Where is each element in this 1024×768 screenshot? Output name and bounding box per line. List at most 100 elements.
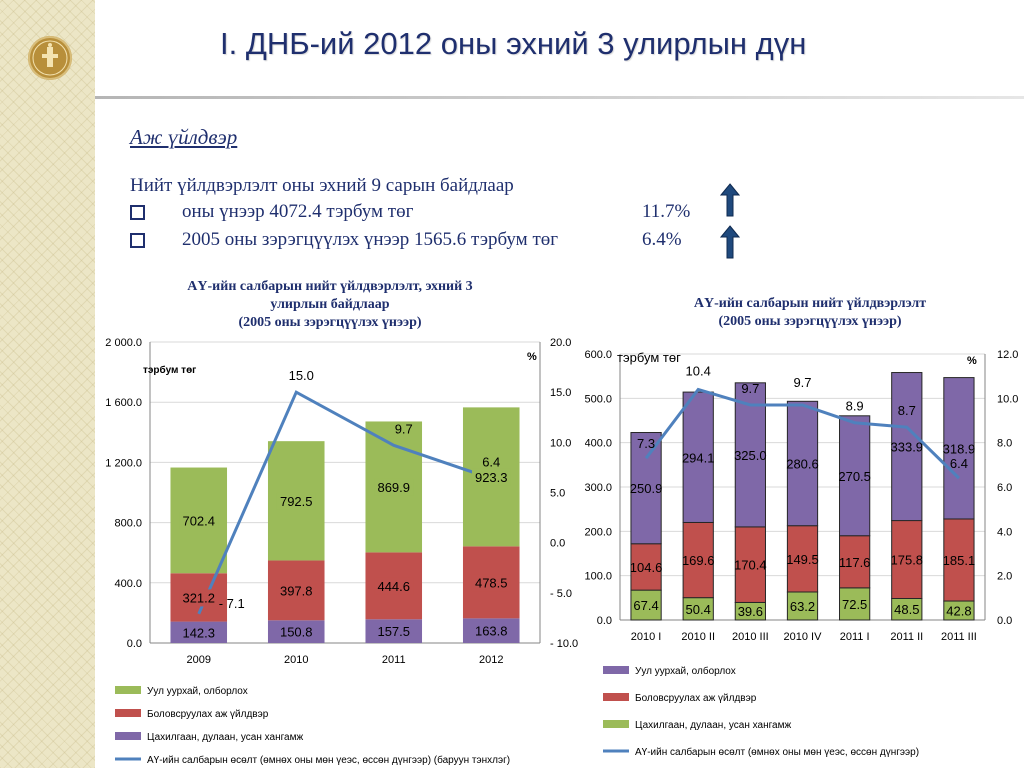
y-tick-label: 0.0	[127, 638, 142, 650]
legend-swatch	[115, 709, 141, 717]
y2-tick-label: 20.0	[550, 337, 571, 349]
bar-data-label: 104.6	[630, 560, 663, 575]
legend-label: АҮ-ийн салбарын өсөлт (өмнөх оны мөн үеэ…	[147, 754, 510, 766]
x-tick-label: 2010 III	[732, 631, 769, 643]
data-label-box	[374, 623, 414, 641]
bar-data-label: 702.4	[182, 513, 215, 528]
data-label-box	[276, 492, 316, 510]
legend-swatch	[603, 666, 629, 674]
y-tick-label: 0.0	[597, 615, 612, 627]
bar-data-label: 321.2	[182, 590, 215, 605]
x-tick-label: 2012	[479, 654, 503, 666]
bar-segment	[630, 543, 662, 591]
growth-line	[197, 390, 492, 615]
legend-swatch	[603, 693, 629, 701]
bar-data-label: 42.8	[946, 604, 971, 619]
y-tick-label: 200.0	[585, 526, 612, 538]
bar-data-label: 325.0	[734, 448, 767, 463]
chart2-quarterly-stacked-bar: 0.0 100.0 200.0 300.0 400.0 500.0 600.0 0.0 2.0 4…	[585, 349, 1018, 758]
bar-data-label: 869.9	[377, 480, 410, 495]
bar-data-label: 117.6	[839, 555, 871, 570]
bullet-text: оны үнээр 4072.4 тэрбум төг	[182, 201, 414, 222]
x-tick-label: 2010	[284, 654, 308, 666]
bar-data-label: 792.5	[280, 494, 313, 509]
data-label-box	[179, 624, 219, 642]
x-tick-label: 2011 III	[941, 631, 977, 643]
legend-swatch	[603, 720, 629, 728]
y-tick-label: 600.0	[585, 349, 612, 361]
data-label-box	[179, 512, 219, 530]
y-tick-label: 1 200.0	[105, 457, 142, 469]
x-tick-label: 2009	[187, 654, 211, 666]
bar-data-label: 48.5	[894, 602, 919, 617]
bar-data-label: 318.9	[943, 441, 976, 456]
summary-line: Нийт үйлдвэрлэлт оны эхний 9 сарын байдл…	[130, 175, 514, 196]
percent-unit-label: %	[967, 355, 977, 367]
line-data-label: 6.4	[950, 456, 968, 471]
chart2-title-line: АҮ-ийн салбарын нийт үйлдвэрлэлт	[693, 296, 927, 311]
bar-segment	[734, 382, 766, 528]
bar-data-label: 923.3	[475, 470, 508, 485]
bar-data-label: 294.1	[682, 450, 715, 465]
chart1-quarterly-stacked-bar: 0.0 400.0 800.0 1 200.0 1 600.0 2 000.0 - 10.0…	[105, 337, 578, 766]
statistics-emblem-icon	[28, 36, 72, 80]
y2-tick-label: 8.0	[997, 438, 1012, 450]
line-data-label: 9.7	[395, 421, 413, 436]
chart1-title-line: улирлын байдлаар	[270, 297, 390, 312]
bullet-text: 2005 оны зэрэгцүүлэх үнээр 1565.6 тэрбум…	[182, 229, 559, 250]
bar-segment	[786, 400, 819, 527]
data-label-box	[276, 623, 316, 641]
legend-label: Цахилгаан, дулаан, усан хангамж	[635, 720, 791, 731]
y-tick-label: 300.0	[585, 482, 612, 494]
bar-data-label: 50.4	[686, 602, 711, 617]
line-data-label: 6.4	[482, 454, 500, 469]
bar-data-label: 149.5	[786, 552, 819, 567]
y2-tick-label: 10.0	[550, 437, 571, 449]
data-label-box	[374, 577, 414, 595]
bar-data-label: 169.6	[682, 553, 715, 568]
bullet-percent: 6.4%	[642, 229, 682, 250]
y2-tick-label: 4.0	[997, 526, 1012, 538]
chart2-title: АҮ-ийн салбарын нийт үйлдвэрлэлт (2005 о…	[600, 295, 1020, 331]
chart1-title-line: (2005 оны зэрэгцүүлэх үнээр)	[238, 315, 422, 330]
y-tick-label: 400.0	[585, 438, 612, 450]
line-data-label: 7.3	[637, 436, 655, 451]
legend-label: Боловсруулах аж үйлдвэр	[147, 709, 269, 720]
bar-data-label: 444.6	[377, 579, 410, 594]
checkbox-bullet-icon	[130, 205, 145, 220]
x-tick-label: 2010 I	[631, 631, 662, 643]
bar-data-label: 63.2	[790, 599, 815, 614]
up-arrow-icon	[720, 183, 740, 217]
data-label-box	[179, 589, 219, 607]
y2-tick-label: - 10.0	[550, 638, 578, 650]
checkbox-bullet-icon	[130, 233, 145, 248]
x-tick-label: 2010 IV	[784, 631, 823, 643]
bar-segment	[839, 415, 871, 537]
chart2-title-line: (2005 оны зэрэгцүүлэх үнээр)	[718, 314, 902, 329]
unit-label: тэрбум төг	[617, 350, 681, 365]
bar-segment	[734, 526, 766, 603]
legend-label: Уул уурхай, олборлох	[635, 665, 736, 677]
data-label-box	[471, 622, 511, 640]
bar-data-label: 250.9	[630, 481, 663, 496]
bar-data-label: 333.9	[891, 440, 924, 455]
bar-data-label: 280.6	[786, 457, 819, 472]
bar-data-label: 478.5	[475, 575, 508, 590]
bar-segment	[891, 372, 923, 522]
line-data-label: 8.9	[846, 399, 864, 414]
line-data-label: 9.7	[793, 375, 811, 390]
legend-label: Цахилгаан, дулаан, усан хангамж	[147, 732, 303, 743]
chart1-title-line: АҮ-ийн салбарын нийт үйлдвэрлэлт, эхний …	[187, 279, 473, 294]
bar-segment	[786, 591, 819, 621]
legend-label: Боловсруулах аж үйлдвэр	[635, 693, 757, 704]
line-data-label: 8.7	[898, 403, 916, 418]
bar-data-label: 72.5	[842, 597, 867, 612]
y-tick-label: 400.0	[114, 578, 142, 590]
up-arrow-icon	[720, 225, 740, 259]
x-tick-label: 2010 II	[681, 631, 715, 643]
decorative-side-strip	[0, 0, 95, 768]
bar-data-label: 185.1	[943, 553, 976, 568]
bar-segment	[630, 432, 662, 545]
x-tick-label: 2011 II	[890, 631, 923, 643]
bar-data-label: 150.8	[280, 625, 313, 640]
